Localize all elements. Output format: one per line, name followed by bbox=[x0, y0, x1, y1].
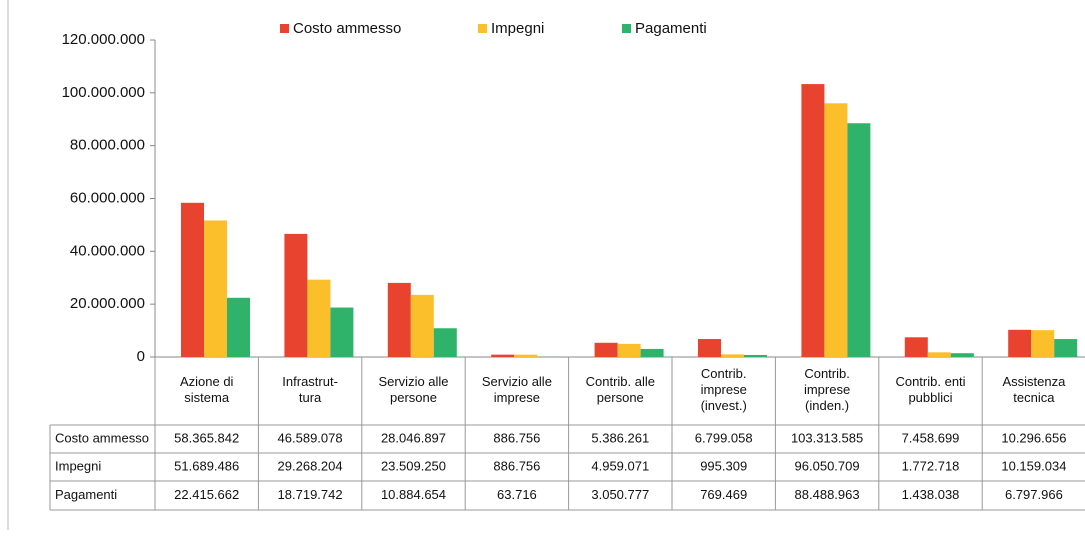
bar bbox=[388, 283, 411, 357]
table-value: 23.509.250 bbox=[381, 458, 446, 473]
table-value: 1.772.718 bbox=[902, 458, 960, 473]
bar bbox=[595, 343, 618, 357]
table-value: 6.799.058 bbox=[695, 430, 753, 445]
bar bbox=[307, 280, 330, 357]
table-value: 886.756 bbox=[493, 458, 540, 473]
table-value: 769.469 bbox=[700, 487, 747, 502]
bar bbox=[181, 203, 204, 357]
y-tick-label: 60.000.000 bbox=[70, 189, 145, 206]
legend-label: Impegni bbox=[491, 20, 544, 37]
y-tick-label: 0 bbox=[137, 348, 145, 365]
bar bbox=[1008, 330, 1031, 357]
table-value: 7.458.699 bbox=[902, 430, 960, 445]
bar bbox=[824, 103, 847, 357]
row-label: Impegni bbox=[55, 458, 101, 473]
bar bbox=[641, 349, 664, 357]
table-value: 4.959.071 bbox=[591, 458, 649, 473]
y-tick-label: 80.000.000 bbox=[70, 137, 145, 154]
bar bbox=[801, 84, 824, 357]
bar bbox=[721, 354, 744, 357]
table-value: 96.050.709 bbox=[795, 458, 860, 473]
legend-swatch bbox=[478, 24, 487, 33]
bar bbox=[928, 352, 951, 357]
legend-label: Costo ammesso bbox=[293, 20, 401, 37]
bar bbox=[847, 123, 870, 357]
row-label: Pagamenti bbox=[55, 487, 117, 502]
table-value: 10.884.654 bbox=[381, 487, 446, 502]
y-tick-label: 40.000.000 bbox=[70, 242, 145, 259]
table-value: 995.309 bbox=[700, 458, 747, 473]
row-label: Costo ammesso bbox=[55, 430, 149, 445]
legend-label: Pagamenti bbox=[635, 20, 707, 37]
category-label: Contrib.imprese(invest.) bbox=[701, 366, 747, 413]
table-value: 886.756 bbox=[493, 430, 540, 445]
table-value: 28.046.897 bbox=[381, 430, 446, 445]
bar bbox=[330, 308, 353, 357]
bar bbox=[491, 355, 514, 357]
table-value: 5.386.261 bbox=[591, 430, 649, 445]
bar bbox=[411, 295, 434, 357]
y-tick-label: 20.000.000 bbox=[70, 295, 145, 312]
legend-swatch bbox=[622, 24, 631, 33]
bar bbox=[951, 353, 974, 357]
table-value: 10.159.034 bbox=[1001, 458, 1066, 473]
table-value: 103.313.585 bbox=[791, 430, 863, 445]
table-value: 29.268.204 bbox=[278, 458, 343, 473]
table-value: 1.438.038 bbox=[902, 487, 960, 502]
table-value: 18.719.742 bbox=[278, 487, 343, 502]
bar bbox=[618, 344, 641, 357]
table-value: 22.415.662 bbox=[174, 487, 239, 502]
bar bbox=[905, 337, 928, 357]
bar bbox=[204, 220, 227, 357]
bar bbox=[1031, 330, 1054, 357]
table-value: 3.050.777 bbox=[591, 487, 649, 502]
table-value: 10.296.656 bbox=[1001, 430, 1066, 445]
y-tick-label: 100.000.000 bbox=[62, 84, 145, 101]
category-label: Infrastrut-tura bbox=[282, 374, 338, 405]
table-value: 88.488.963 bbox=[795, 487, 860, 502]
table-value: 46.589.078 bbox=[278, 430, 343, 445]
table-value: 6.797.966 bbox=[1005, 487, 1063, 502]
table-value: 63.716 bbox=[497, 487, 537, 502]
legend-swatch bbox=[280, 24, 289, 33]
bar bbox=[1054, 339, 1077, 357]
bar bbox=[227, 298, 250, 357]
bar bbox=[514, 355, 537, 357]
bar bbox=[434, 328, 457, 357]
category-label: Contrib.imprese(inden.) bbox=[804, 366, 850, 413]
table-value: 58.365.842 bbox=[174, 430, 239, 445]
bar bbox=[698, 339, 721, 357]
bar bbox=[284, 234, 307, 357]
table-value: 51.689.486 bbox=[174, 458, 239, 473]
bar bbox=[744, 355, 767, 357]
y-tick-label: 120.000.000 bbox=[62, 31, 145, 48]
